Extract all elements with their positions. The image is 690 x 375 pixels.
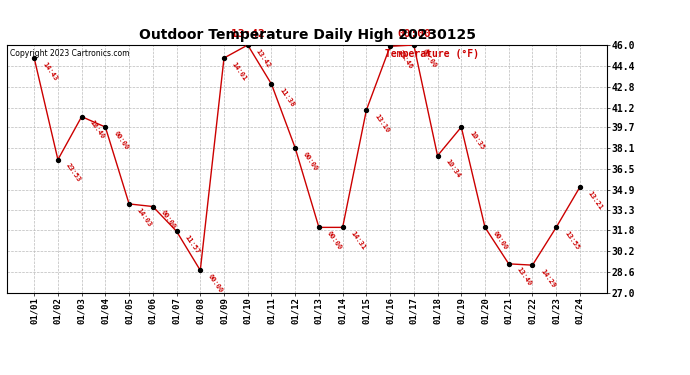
Point [29, 55, 40, 61]
Point [408, 42, 420, 48]
Point [361, 107, 372, 113]
Point [527, 262, 538, 268]
Text: 14:31: 14:31 [350, 230, 366, 251]
Point [290, 145, 301, 151]
Point [456, 124, 467, 130]
Text: 00:00: 00:00 [492, 230, 509, 251]
Point [171, 228, 182, 234]
Point [242, 42, 253, 48]
Point [503, 261, 514, 267]
Text: 00:00: 00:00 [326, 230, 343, 251]
Text: 00:00: 00:00 [302, 151, 319, 171]
Point [551, 224, 562, 230]
Point [100, 124, 111, 130]
Point [337, 224, 348, 230]
Text: 14:29: 14:29 [540, 268, 557, 289]
Text: 11:57: 11:57 [184, 234, 201, 255]
Text: 00:00: 00:00 [397, 30, 431, 39]
Point [432, 153, 443, 159]
Text: 14:01: 14:01 [231, 61, 248, 82]
Text: 14:43: 14:43 [41, 61, 58, 82]
Text: 00:00: 00:00 [112, 130, 130, 151]
Point [124, 201, 135, 207]
Text: 13:21: 13:21 [587, 190, 604, 211]
Title: Outdoor Temperature Daily High 20230125: Outdoor Temperature Daily High 20230125 [139, 28, 475, 42]
Text: 13:42: 13:42 [231, 30, 264, 39]
Text: 13:42: 13:42 [255, 48, 272, 69]
Text: Temperature (°F): Temperature (°F) [385, 49, 479, 59]
Point [195, 267, 206, 273]
Text: 10:35: 10:35 [469, 130, 485, 151]
Text: 13:40: 13:40 [515, 267, 533, 288]
Point [574, 184, 585, 190]
Text: 13:55: 13:55 [563, 230, 580, 251]
Text: Copyright 2023 Cartronics.com: Copyright 2023 Cartronics.com [10, 49, 130, 58]
Point [76, 114, 87, 120]
Text: 23:53: 23:53 [65, 162, 82, 183]
Point [147, 204, 158, 210]
Text: 10:34: 10:34 [444, 159, 462, 179]
Text: 00:00: 00:00 [207, 273, 224, 294]
Point [480, 224, 491, 230]
Text: 00:00: 00:00 [421, 48, 438, 69]
Text: 14:03: 14:03 [136, 207, 153, 228]
Text: 00:00: 00:00 [160, 209, 177, 230]
Point [266, 81, 277, 87]
Text: 11:38: 11:38 [278, 87, 295, 108]
Point [384, 43, 395, 49]
Point [52, 157, 63, 163]
Text: 18:40: 18:40 [88, 119, 106, 140]
Point [219, 55, 230, 61]
Text: 23:46: 23:46 [397, 49, 414, 70]
Point [313, 224, 324, 230]
Text: 13:10: 13:10 [373, 113, 391, 134]
